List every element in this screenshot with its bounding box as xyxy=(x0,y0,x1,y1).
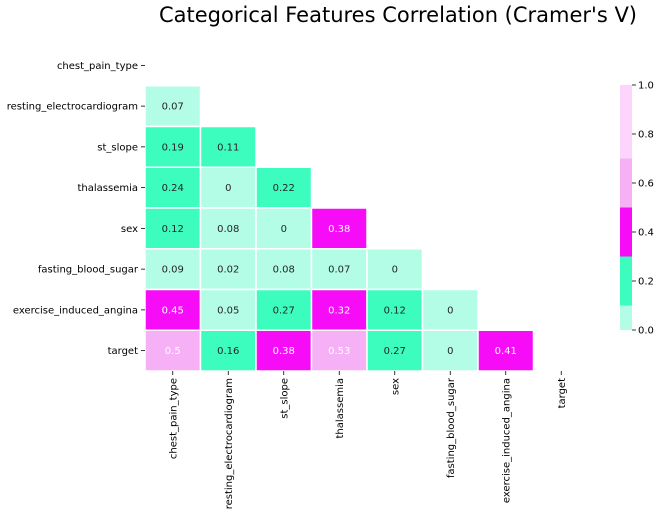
cell-value-label: 0.22 xyxy=(273,183,295,194)
heatmap-cell xyxy=(310,288,368,331)
colorbar-tick-label: 0.0 xyxy=(638,326,654,337)
cell-value-label: 0.09 xyxy=(162,265,184,276)
y-tick-label: st_slope xyxy=(97,142,138,153)
colorbar: 0.0 0.2 0.4 0.6 0.8 1.0 xyxy=(620,81,654,337)
cell-value-label: 0.27 xyxy=(384,346,406,357)
y-axis-tick-labels: chest_pain_type resting_electrocardiogram… xyxy=(7,61,145,357)
colorbar-segment xyxy=(620,85,632,159)
colorbar-tick-label: 0.8 xyxy=(638,130,654,141)
heatmap-cell xyxy=(199,329,257,372)
x-tick-label: fasting_blood_sugar xyxy=(446,377,457,478)
y-tick-label: fasting_blood_sugar xyxy=(38,265,139,276)
cell-value-label: 0 xyxy=(281,224,287,235)
colorbar-tick-label: 0.6 xyxy=(638,179,654,190)
cell-value-label: 0.27 xyxy=(273,305,295,316)
colorbar-segment xyxy=(620,183,632,208)
heatmap-cell xyxy=(144,125,202,168)
y-tick-label: resting_electrocardiogram xyxy=(7,102,138,113)
cell-value-label: 0.19 xyxy=(162,142,184,153)
heatmap-cell xyxy=(421,288,479,331)
y-tick-label: sex xyxy=(121,224,138,235)
heatmap-cell xyxy=(199,288,257,331)
x-axis-tick-labels: chest_pain_type resting_electrocardiogram… xyxy=(168,371,568,509)
colorbar-tick-label: 0.4 xyxy=(638,228,654,239)
cell-value-label: 0.08 xyxy=(217,224,239,235)
heatmap-cell xyxy=(199,248,257,291)
x-tick-label: sex xyxy=(390,378,401,395)
y-tick-label: exercise_induced_angina xyxy=(13,305,138,316)
colorbar-segment xyxy=(620,256,632,281)
colorbar-segment xyxy=(620,158,632,183)
x-tick-label: target xyxy=(557,378,568,408)
heatmap-cell xyxy=(310,248,368,291)
cell-value-label: 0.07 xyxy=(162,102,184,113)
x-tick-label: exercise_induced_angina xyxy=(501,378,512,503)
heatmap-cell xyxy=(199,207,257,250)
heatmap-cell xyxy=(255,166,313,209)
colorbar-tick-label: 1.0 xyxy=(638,81,654,92)
cell-value-label: 0 xyxy=(447,305,453,316)
y-tick-label: thalassemia xyxy=(77,183,138,194)
cell-value-label: 0.53 xyxy=(328,346,350,357)
cell-value-label: 0.02 xyxy=(217,265,239,276)
colorbar-tick-label: 0.2 xyxy=(638,277,654,288)
colorbar-segment xyxy=(620,305,632,330)
cell-value-label: 0.38 xyxy=(328,224,350,235)
heatmap-cells: 0.07 0.19 0.11 0.24 0 0.22 0.12 0.08 0 0.38 0.09 0.… xyxy=(144,85,535,372)
heatmap-cell xyxy=(366,288,424,331)
cell-value-label: 0.24 xyxy=(162,183,184,194)
y-tick-label: target xyxy=(108,346,138,357)
heatmap-cell xyxy=(310,207,368,250)
heatmap-cell xyxy=(421,329,479,372)
cell-value-label: 0.38 xyxy=(273,346,295,357)
colorbar-segment xyxy=(620,207,632,232)
x-tick-label: st_slope xyxy=(279,378,290,419)
chart-title: Categorical Features Correlation (Cramer… xyxy=(159,3,637,27)
cell-value-label: 0.16 xyxy=(217,346,239,357)
cell-value-label: 0.11 xyxy=(217,142,239,153)
cell-value-label: 0 xyxy=(225,183,231,194)
cell-value-label: 0 xyxy=(392,265,398,276)
x-tick-label: chest_pain_type xyxy=(168,378,179,459)
cell-value-label: 0.07 xyxy=(328,265,350,276)
x-tick-label: thalassemia xyxy=(335,378,346,439)
cell-value-label: 0.32 xyxy=(328,305,350,316)
cell-value-label: 0.12 xyxy=(162,224,184,235)
colorbar-segment xyxy=(620,232,632,257)
x-tick-label: resting_electrocardiogram xyxy=(224,378,235,509)
cell-value-label: 0.45 xyxy=(162,305,184,316)
colorbar-segment xyxy=(620,281,632,306)
heatmap-cell xyxy=(144,329,202,372)
cell-value-label: 0 xyxy=(447,346,453,357)
cell-value-label: 0.12 xyxy=(384,305,406,316)
cell-value-label: 0.08 xyxy=(273,265,295,276)
cell-value-label: 0.5 xyxy=(165,346,181,357)
cell-value-label: 0.05 xyxy=(217,305,239,316)
y-tick-label: chest_pain_type xyxy=(57,61,138,72)
cell-value-label: 0.41 xyxy=(495,346,517,357)
